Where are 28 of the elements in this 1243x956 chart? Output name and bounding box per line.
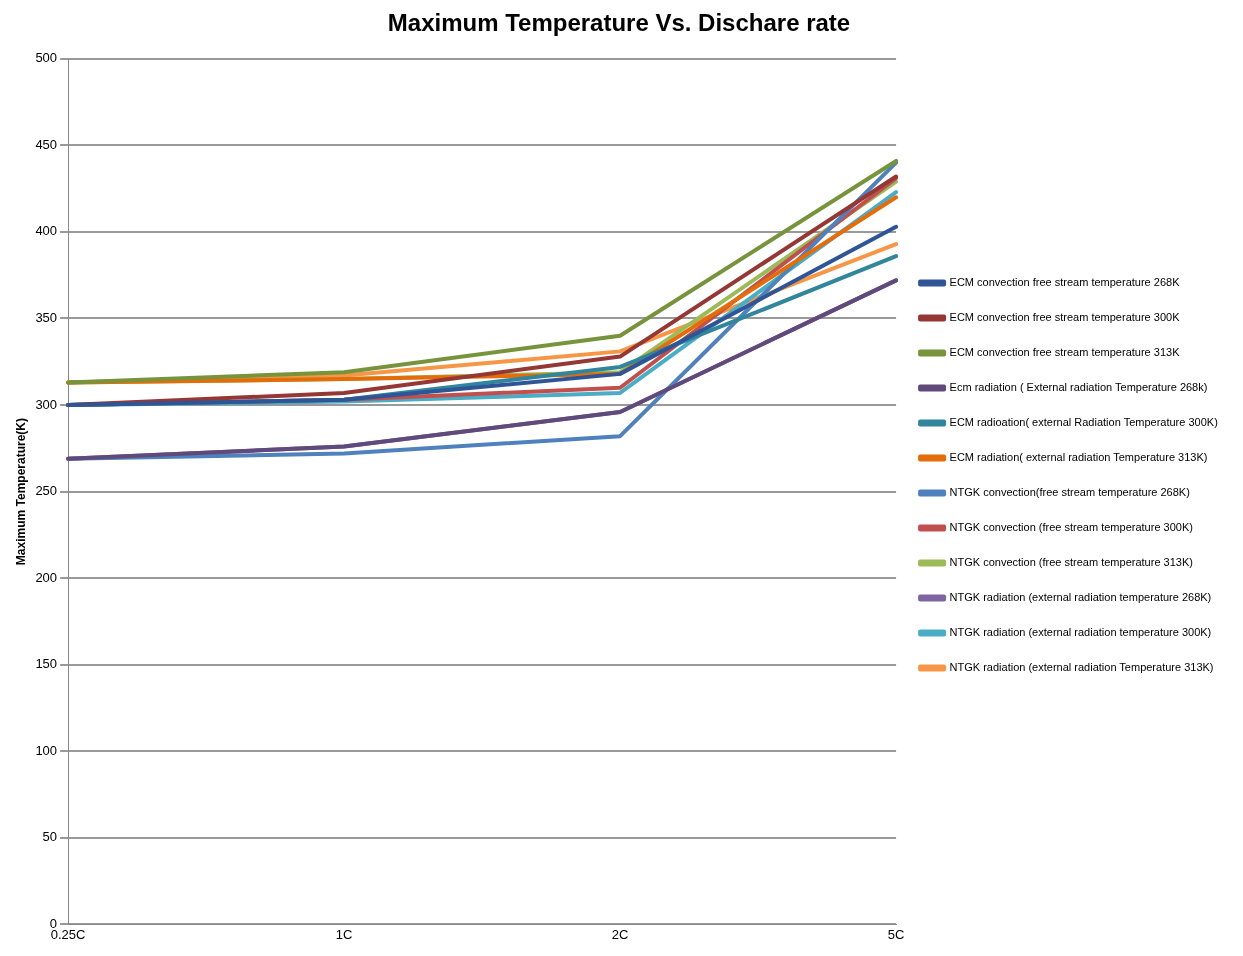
legend-label: NTGK radiation (external radiation Temperature 313K) [949, 661, 1214, 674]
x-tick-label: 2C [611, 926, 629, 942]
y-tick-label: 350 [35, 310, 58, 326]
legend-label: NTGK convection(free stream temperature 268K) [949, 486, 1190, 499]
y-tick-label: 50 [42, 829, 58, 845]
y-tick-label: 250 [35, 483, 58, 499]
y-tick-label: 500 [35, 50, 58, 66]
y-tick-label: 200 [35, 569, 58, 585]
legend-label: ECM radioation( external Radiation Temperature 300K) [949, 416, 1218, 429]
y-tick-label: 400 [35, 223, 58, 239]
legend-label: ECM convection free stream temperature 313K [949, 346, 1181, 359]
y-tick-label: 150 [35, 656, 58, 672]
chart-title: Maximum Temperature Vs. Dischare rate [387, 9, 851, 37]
legend-label: NTGK radiation (external radiation temperature 268K) [949, 591, 1212, 604]
legend-label: ECM convection free stream temperature 300K [949, 311, 1181, 324]
x-tick-label: 5C [887, 926, 905, 942]
legend-label: NTGK convection (free stream temperature 313K) [949, 556, 1193, 569]
x-tick-label: 1C [335, 926, 353, 942]
legend-label: ECM radiation( external radiation Temperature 313K) [949, 451, 1208, 464]
legend-label: Ecm radiation ( External radiation Temperature 268k) [949, 381, 1208, 394]
y-tick-label: 300 [35, 396, 58, 412]
y-axis-title: Maximum Temperature(K) [13, 418, 28, 566]
y-tick-label: 450 [35, 136, 58, 152]
legend-label: NTGK convection (free stream temperature 300K) [949, 521, 1193, 534]
legend-label: ECM convection free stream temperature 268K [949, 276, 1181, 289]
legend-label: NTGK radiation (external radiation temperature 300K) [949, 626, 1212, 639]
y-tick-label: 100 [35, 742, 58, 758]
y-tick-label: 0 [49, 915, 58, 931]
